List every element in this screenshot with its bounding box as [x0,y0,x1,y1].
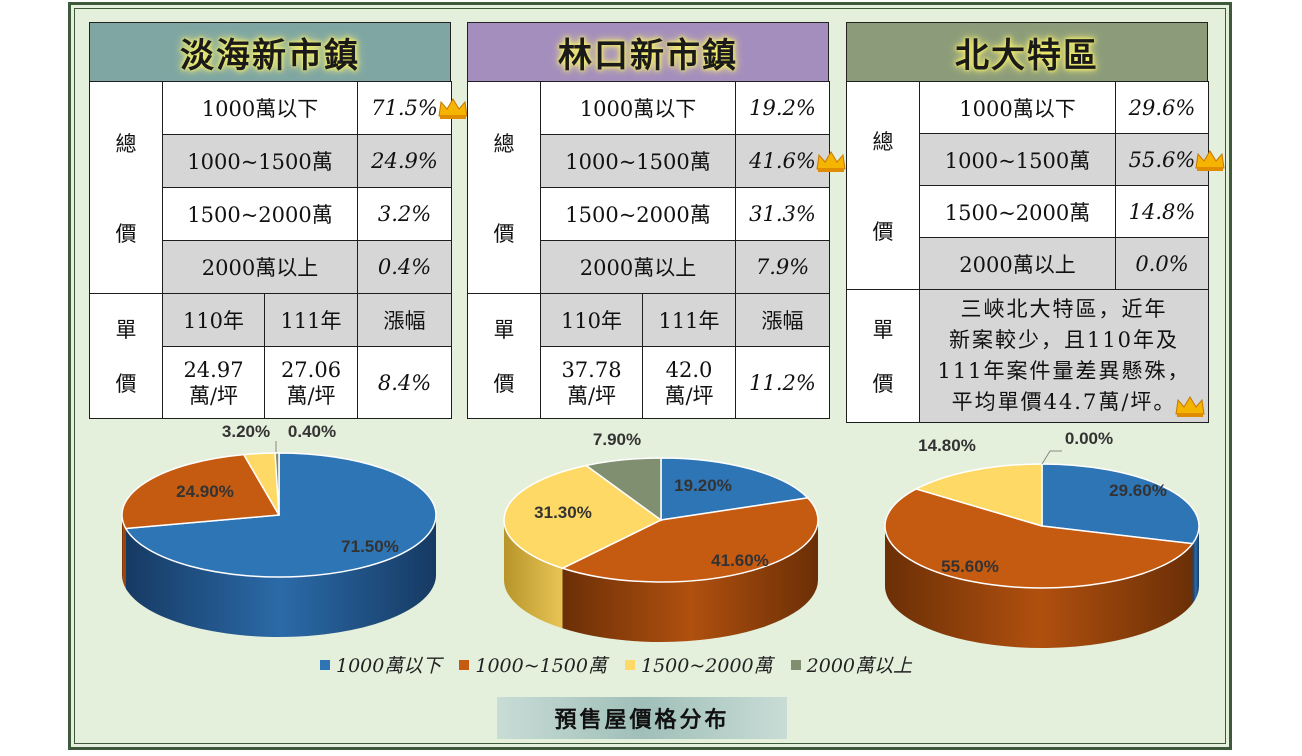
slice-label: 0.40% [288,422,336,441]
unit-value: 24.97 萬/坪 [162,346,265,419]
pct-cell: 19.2% [735,81,831,135]
unit-price-note: 三峽北大特區，近年 新案較少，且110年及 111年案件量差異懸殊， 平均單價4… [919,289,1209,423]
pie-slice [124,452,437,578]
pct-cell: 0.0% [1115,237,1209,290]
unit-value: 42.0 萬/坪 [641,346,737,419]
pct-cell: 0.4% [357,240,453,294]
panel-tamsui: 淡海新市鎮 總價 1000萬以下 71.5% 1000~1500萬 24.9% … [89,22,468,419]
panel-title: 北大特區 [846,22,1208,81]
pie-slice [560,497,819,583]
pie-slice [884,488,1194,589]
panel-beida: 北大特區 總價 1000萬以下 29.6% 1000~1500萬 55.6% 1… [846,22,1225,423]
year-header: 111年 [641,293,737,347]
range-cell: 1000萬以下 [539,81,737,135]
chart-legend: 1000萬以下 1000~1500萬 1500~2000萬 2000萬以上 [320,651,912,678]
slice-label: 7.90% [593,430,641,449]
legend-item: 2000萬以上 [790,651,912,678]
crown-icon [816,151,846,172]
legend-item: 1000萬以下 [320,651,441,678]
leader-line [1041,450,1062,465]
range-cell: 1000~1500萬 [539,134,737,188]
crown-icon [1175,396,1205,417]
range-cell: 2000萬以上 [919,237,1116,290]
price-table: 總價 1000萬以下 71.5% 1000~1500萬 24.9% 1500~2… [89,81,468,419]
legend-item: 1500~2000萬 [625,651,773,678]
pie-slice [584,457,662,522]
poster-caption: 預售屋價格分布 [497,697,787,739]
slice-label: 24.90% [176,482,234,501]
pie-side [125,515,436,637]
pie-side [1192,526,1199,604]
slice-label: 29.60% [1109,481,1167,500]
growth-header: 漲幅 [735,293,831,347]
growth-value: 11.2% [735,346,831,419]
total-price-label: 總價 [846,81,920,290]
pct-cell: 14.8% [1115,185,1209,238]
range-cell: 1000~1500萬 [919,133,1116,186]
range-cell: 1500~2000萬 [919,185,1116,238]
range-cell: 1500~2000萬 [161,187,359,241]
pct-cell: 55.6% [1115,133,1225,186]
pct-cell: 24.9% [357,134,453,188]
growth-value: 8.4% [357,346,453,419]
slice-label: 31.30% [534,503,592,522]
unit-value: 37.78 萬/坪 [540,346,643,419]
pct-cell: 3.2% [357,187,453,241]
unit-value: 27.06 萬/坪 [263,346,359,419]
pie-side [122,515,126,589]
unit-price-label: 單價 [846,289,920,423]
slice-label: 55.60% [941,557,999,576]
pie-slice [660,457,810,521]
pie-slice [503,464,663,570]
pie-slice [274,452,280,516]
total-price-label: 總價 [89,81,163,294]
crown-icon [438,98,468,119]
pie-slice [1041,463,1200,545]
year-header: 110年 [540,293,643,347]
legend-item: 1000~1500萬 [459,651,607,678]
panel-linkou: 林口新市鎮 總價 1000萬以下 19.2% 1000~1500萬 41.6% … [467,22,846,419]
unit-price-label: 單價 [89,293,163,419]
range-cell: 1000萬以下 [919,81,1116,134]
unit-price-label: 單價 [467,293,541,419]
slice-label: 19.20% [674,476,732,495]
slice-label: 71.50% [341,537,399,556]
pct-cell: 71.5% [357,81,468,135]
pie-side [885,526,1193,649]
pie-slice [121,453,281,530]
range-cell: 1000萬以下 [161,81,359,135]
range-cell: 1000~1500萬 [161,134,359,188]
pct-cell: 31.3% [735,187,831,241]
slice-label: 41.60% [711,551,769,570]
year-header: 110年 [162,293,265,347]
slice-label: 0.00% [1065,429,1113,448]
panel-title: 林口新市鎮 [467,22,829,81]
year-header: 111年 [263,293,359,347]
pct-cell: 41.6% [735,134,846,188]
price-table: 總價 1000萬以下 19.2% 1000~1500萬 41.6% 1500~2… [467,81,846,419]
pct-cell: 7.9% [735,240,831,294]
slice-label: 3.20% [222,422,270,441]
slice-label: 14.80% [918,436,976,455]
pie-slice [914,463,1043,528]
crown-icon [1195,149,1225,171]
range-cell: 1500~2000萬 [539,187,737,241]
pct-cell: 29.6% [1115,81,1209,134]
price-table: 總價 1000萬以下 29.6% 1000~1500萬 55.6% 1500~2… [846,81,1225,423]
range-cell: 2000萬以上 [161,240,359,294]
panel-title: 淡海新市鎮 [89,22,451,81]
